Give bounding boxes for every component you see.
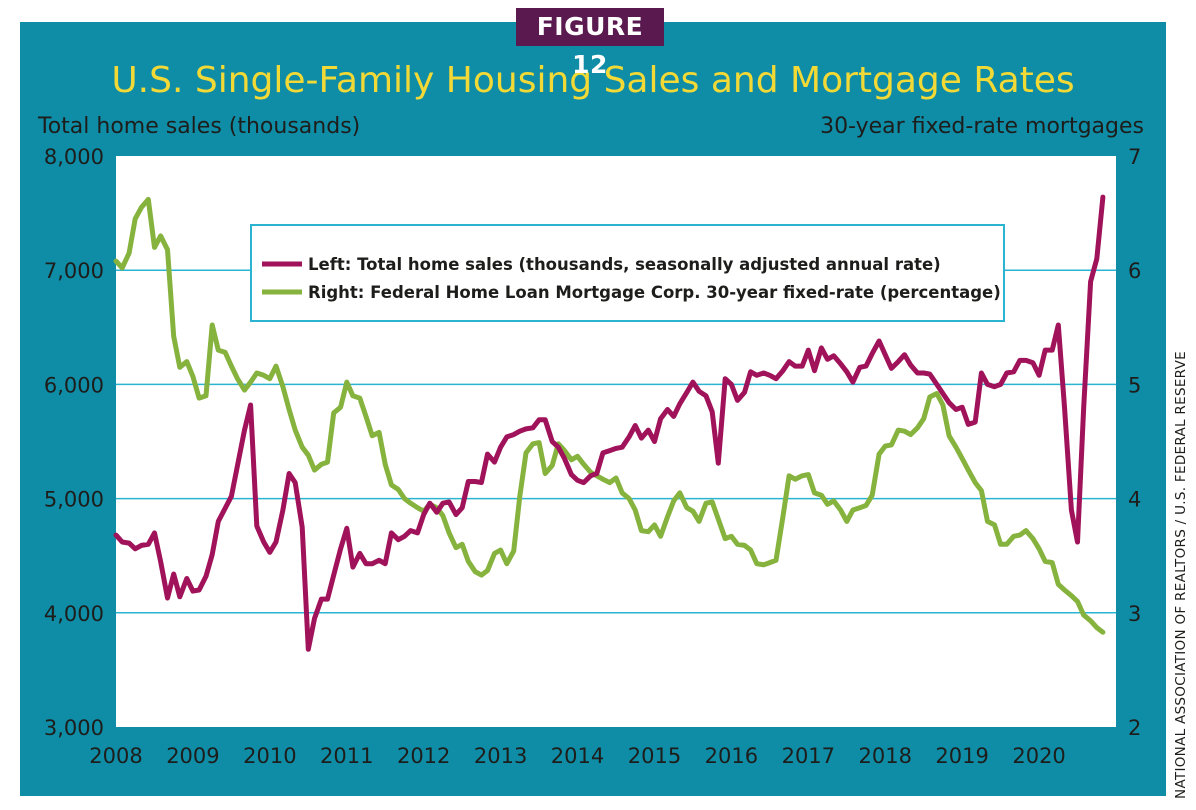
y-left-tick-label: 8,000	[44, 145, 104, 169]
x-tick-label: 2017	[782, 744, 835, 768]
y-right-tick-label: 4	[1128, 488, 1141, 512]
x-tick-label: 2014	[551, 744, 604, 768]
y-left-tick-label: 3,000	[44, 716, 104, 740]
axis-ticks: 3,000 4,000 5,000 6,000 7,000 8,000 2 3 4 5 6 7 2008…	[44, 145, 1142, 768]
y-right-tick-label: 6	[1128, 259, 1141, 283]
x-tick-label: 2019	[935, 744, 988, 768]
y-left-tick-label: 7,000	[44, 259, 104, 283]
y-axis-right-title: 30-year fixed-rate mortgages	[820, 114, 1144, 139]
y-left-tick-label: 5,000	[44, 488, 104, 512]
legend-label-sales: Left: Total home sales (thousands, seaso…	[308, 255, 941, 274]
x-tick-label: 2013	[474, 744, 527, 768]
series-line-home-sales	[113, 194, 1106, 652]
chart-title: U.S. Single-Family Housing Sales and Mor…	[111, 60, 1075, 101]
legend-box	[250, 224, 1005, 322]
y-axis-left-title: Total home sales (thousands)	[38, 114, 361, 139]
y-right-tick-label: 3	[1128, 602, 1141, 626]
x-tick-label: 2008	[89, 744, 142, 768]
x-tick-label: 2010	[243, 744, 296, 768]
x-tick-label: 2011	[320, 744, 373, 768]
x-tick-label: 2012	[397, 744, 450, 768]
x-tick-label: 2020	[1012, 744, 1065, 768]
x-tick-label: 2015	[628, 744, 681, 768]
legend: Left: Total home sales (thousands, seaso…	[250, 224, 1005, 322]
y-right-tick-label: 7	[1128, 145, 1141, 169]
series-line-mortgage-rate	[113, 196, 1106, 635]
series-lines	[113, 194, 1106, 652]
y-left-tick-label: 4,000	[44, 602, 104, 626]
y-left-tick-label: 6,000	[44, 373, 104, 397]
x-tick-label: 2009	[166, 744, 219, 768]
x-tick-label: 2018	[859, 744, 912, 768]
legend-label-mortgage: Right: Federal Home Loan Mortgage Corp. …	[308, 283, 1001, 302]
figure-badge: FIGURE 12	[516, 8, 664, 79]
y-right-tick-label: 5	[1128, 373, 1141, 397]
y-right-tick-label: 2	[1128, 716, 1141, 740]
x-tick-label: 2016	[705, 744, 758, 768]
